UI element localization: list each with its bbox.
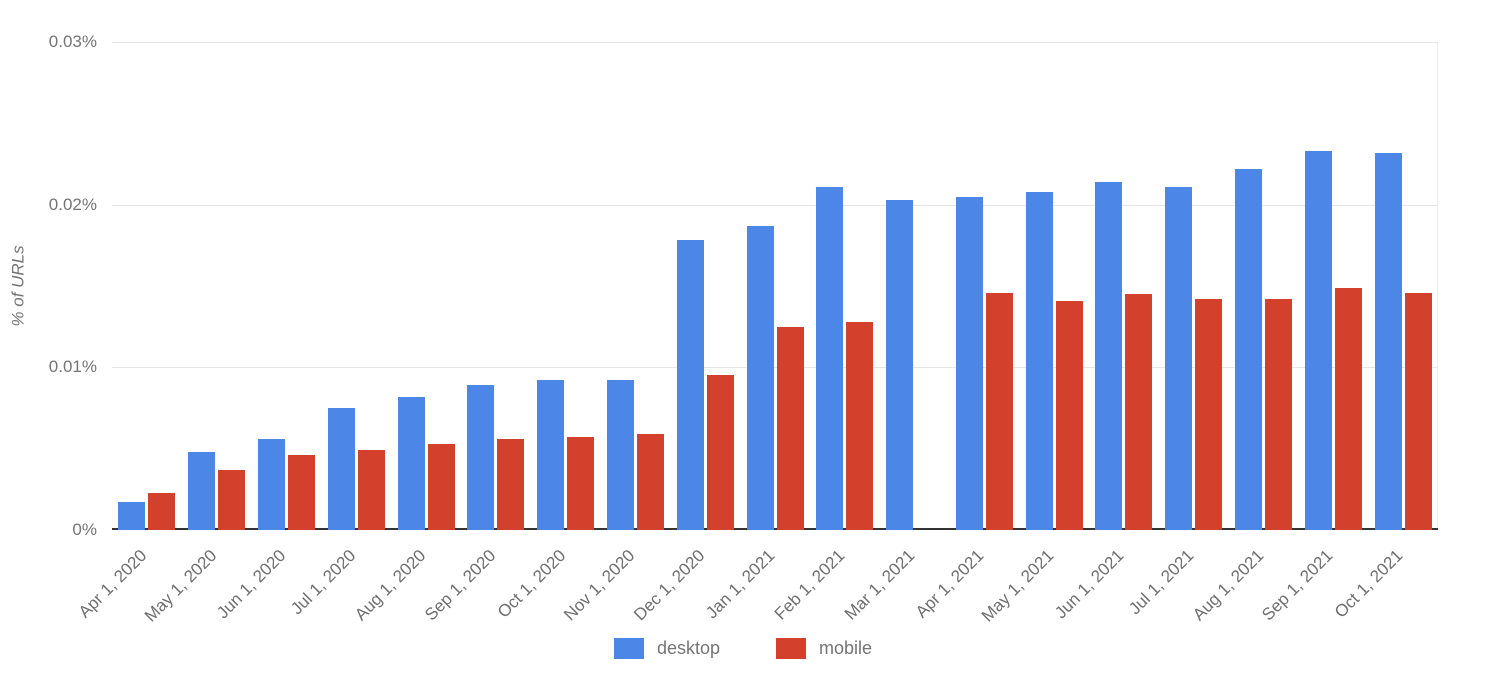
bar-mobile[interactable]	[1265, 299, 1293, 530]
bar-mobile[interactable]	[1334, 287, 1362, 530]
y-axis-title-wrap: % of URLs	[0, 42, 38, 530]
bar-desktop[interactable]	[1095, 181, 1123, 530]
bar-desktop[interactable]	[118, 502, 146, 530]
bar-mobile[interactable]	[427, 443, 455, 530]
legend-label-mobile: mobile	[819, 638, 873, 658]
bar-desktop[interactable]	[257, 438, 285, 530]
bar-desktop[interactable]	[886, 199, 914, 530]
bar-mobile[interactable]	[985, 292, 1013, 530]
bar-mobile[interactable]	[706, 375, 734, 530]
gridline	[112, 204, 1438, 206]
bar-mobile[interactable]	[1404, 292, 1432, 530]
bar-desktop[interactable]	[1235, 168, 1263, 530]
bar-mobile[interactable]	[357, 450, 385, 530]
gridline	[112, 367, 1438, 369]
x-axis: Apr 1, 2020 May 1, 2020 Jun 1, 2020 Jul 1, …	[0, 538, 1486, 638]
bar-mobile[interactable]	[776, 326, 804, 530]
bar-desktop[interactable]	[467, 385, 495, 530]
gridline	[112, 42, 1438, 43]
bar-mobile[interactable]	[846, 321, 874, 530]
bar-mobile[interactable]	[567, 437, 595, 530]
bar-desktop[interactable]	[327, 408, 355, 530]
mobile-swatch-icon	[776, 638, 806, 659]
bar-desktop[interactable]	[1374, 152, 1402, 530]
legend-item-desktop[interactable]: desktop	[613, 638, 720, 659]
bar-desktop[interactable]	[1165, 186, 1193, 530]
bar-desktop[interactable]	[606, 380, 634, 530]
bar-desktop[interactable]	[955, 196, 983, 530]
bar-mobile[interactable]	[1195, 299, 1223, 530]
bar-mobile[interactable]	[218, 469, 246, 530]
bar-desktop[interactable]	[746, 225, 774, 530]
bar-desktop[interactable]	[397, 396, 425, 530]
legend-label-desktop: desktop	[656, 638, 720, 658]
x-axis-baseline	[112, 528, 1438, 530]
legend: desktop mobile	[0, 638, 1486, 659]
bar-desktop[interactable]	[816, 186, 844, 530]
bar-desktop[interactable]	[1304, 151, 1332, 530]
bar-mobile[interactable]	[497, 438, 525, 530]
bar-mobile[interactable]	[148, 492, 176, 530]
y-axis-title: % of URLs	[9, 245, 28, 327]
bar-desktop[interactable]	[188, 451, 216, 530]
bar-mobile[interactable]	[287, 455, 315, 530]
bar-mobile[interactable]	[636, 434, 664, 530]
bar-desktop[interactable]	[676, 240, 704, 530]
bar-mobile[interactable]	[1055, 300, 1083, 530]
bar-mobile[interactable]	[1125, 294, 1153, 530]
desktop-swatch-icon	[613, 638, 644, 659]
legend-item-mobile[interactable]: mobile	[776, 638, 872, 659]
plot-area	[112, 42, 1438, 530]
plot-right-border	[1437, 42, 1438, 530]
bar-desktop[interactable]	[1025, 191, 1053, 530]
bar-desktop[interactable]	[537, 380, 565, 530]
